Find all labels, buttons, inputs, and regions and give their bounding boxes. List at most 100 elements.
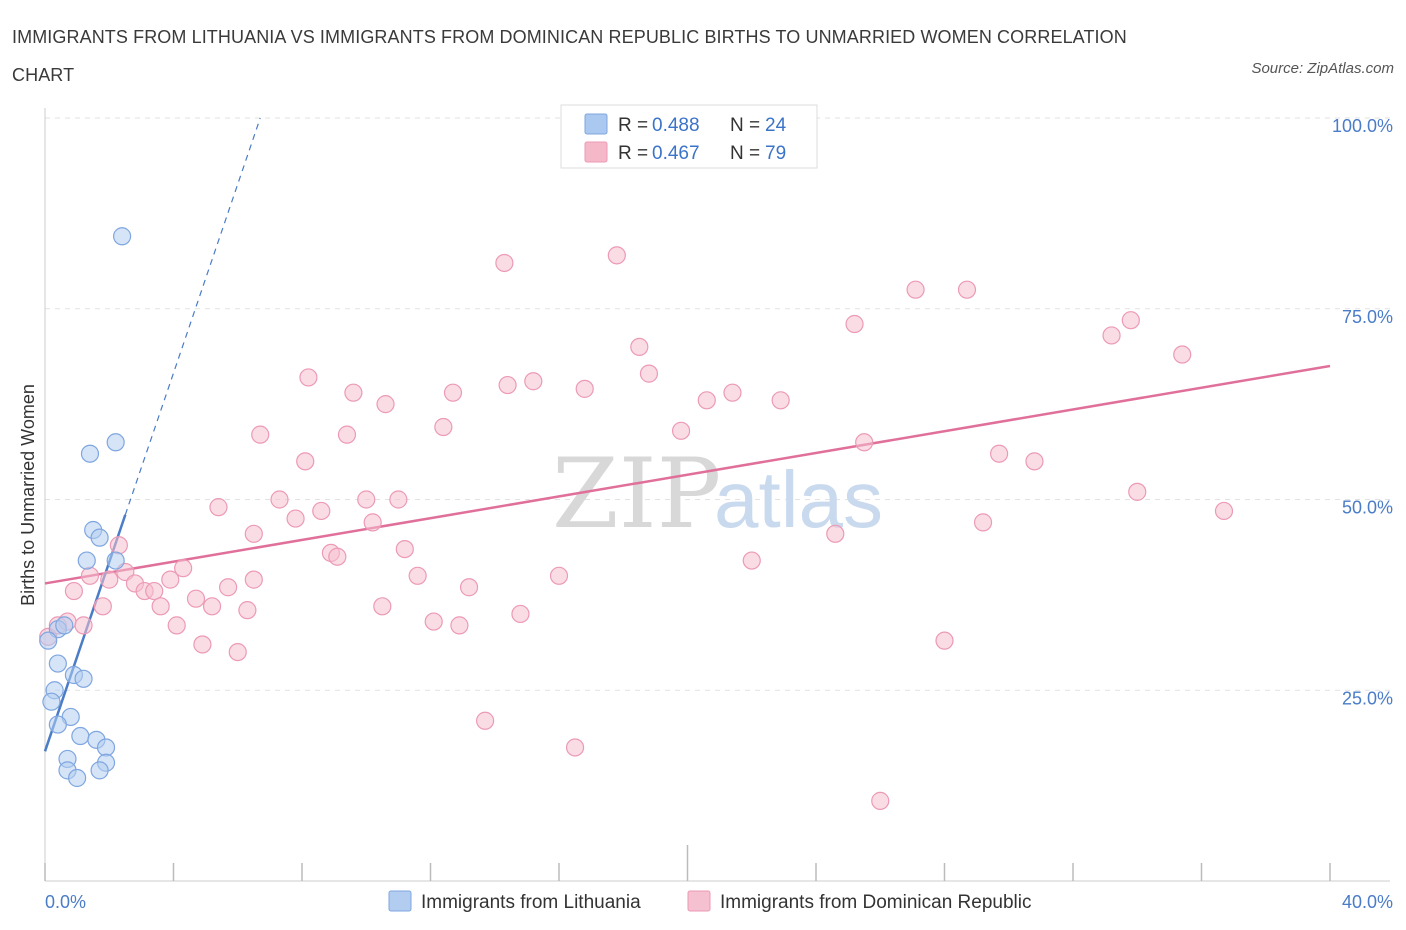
- legend-r-label-2: R =: [618, 143, 648, 164]
- dominican-point-78: [1214, 501, 1234, 521]
- lithuania-point-5: [77, 551, 96, 570]
- dominican-point-15: [167, 616, 186, 635]
- dominican-point-28: [286, 509, 305, 528]
- dominican-point-47: [459, 578, 479, 597]
- lithuania-point-1: [106, 433, 125, 452]
- legend-swatch-lithuania: [584, 113, 608, 135]
- y-tick-label-0: 25.0%: [1342, 688, 1393, 708]
- y-tick-labels: 25.0% 50.0% 75.0% 100.0%: [1332, 116, 1393, 708]
- lithuania-point-19: [96, 738, 116, 757]
- dominican-point-56: [607, 246, 626, 265]
- lithuania-point-23: [90, 761, 109, 780]
- dominican-point-48: [476, 711, 495, 730]
- dominican-point-59: [671, 421, 691, 440]
- legend-n-label-1: N =: [730, 115, 760, 136]
- dominican-point-50: [498, 375, 517, 395]
- dominican-point-49: [495, 253, 514, 273]
- dominican-point-24: [244, 570, 263, 589]
- dominican-point-74: [1102, 326, 1121, 345]
- bottom-legend-swatch-dominican: [687, 890, 711, 912]
- dominican-point-58: [639, 364, 659, 383]
- dominican-point-20: [209, 498, 228, 517]
- dominican-point-61: [723, 383, 742, 402]
- dominican-point-75: [1121, 311, 1140, 330]
- dominican-point-54: [565, 738, 585, 757]
- source-label: Source: ZipAtlas.com: [1251, 60, 1394, 77]
- dominican-point-14: [161, 570, 180, 589]
- chart-title: IMMIGRANTS FROM LITHUANIA VS IMMIGRANTS …: [12, 27, 1127, 85]
- dominican-point-69: [935, 631, 954, 650]
- lithuania-point-10: [48, 654, 67, 673]
- dominican-point-66: [855, 433, 874, 452]
- dominican-point-30: [299, 368, 318, 387]
- lithuania-point-8: [55, 616, 74, 635]
- dominican-point-22: [228, 642, 247, 662]
- lithuania-point-2: [80, 444, 100, 463]
- y-tick-label-3: 100.0%: [1332, 116, 1393, 136]
- dominican-point-72: [990, 444, 1009, 463]
- dominican-point-6: [93, 597, 112, 616]
- lithuania-point-14: [42, 692, 61, 711]
- y-tick-label-2: 75.0%: [1342, 307, 1393, 327]
- dominican-point-44: [434, 417, 453, 437]
- dominican-point-42: [408, 566, 427, 585]
- dominican-point-7: [100, 570, 119, 589]
- dominican-point-4: [74, 616, 93, 635]
- series-legend: Immigrants from Lithuania Immigrants fro…: [388, 890, 1032, 913]
- dominican-trendline: [44, 364, 1331, 585]
- x-tick-label-min: 0.0%: [45, 892, 86, 912]
- dominican-point-27: [270, 490, 289, 509]
- dominican-point-60: [697, 391, 716, 410]
- dominican-point-77: [1173, 345, 1192, 364]
- legend-n-value-2: 79: [765, 143, 786, 164]
- legend-swatch-dominican: [584, 141, 608, 163]
- legend-n-value-1: 24: [765, 115, 787, 136]
- dominican-point-62: [742, 551, 761, 570]
- bottom-legend-label-lithuania: Immigrants from Lithuania: [421, 892, 641, 913]
- bottom-legend-label-dominican: Immigrants from Dominican Republic: [720, 892, 1032, 913]
- dominican-point-18: [193, 635, 212, 654]
- lithuania-point-6: [106, 551, 125, 570]
- y-tick-label-1: 50.0%: [1342, 498, 1393, 518]
- dominican-point-25: [244, 524, 263, 543]
- legend-r-value-1: 0.488: [652, 115, 700, 136]
- dominican-point-63: [771, 391, 790, 410]
- dominican-point-31: [312, 501, 331, 521]
- dominican-point-13: [151, 597, 170, 616]
- dominican-point-17: [186, 589, 206, 608]
- watermark: ZIP atlas: [552, 438, 883, 550]
- lithuania-point-0: [112, 227, 132, 246]
- lithuania-point-4: [90, 528, 109, 547]
- dominican-point-29: [296, 452, 315, 471]
- data-points: [39, 227, 1234, 810]
- dominican-point-23: [238, 601, 257, 620]
- dominican-point-43: [424, 612, 443, 631]
- dominican-point-21: [219, 578, 238, 597]
- dominican-point-33: [328, 547, 347, 566]
- dominican-point-38: [373, 597, 392, 616]
- x-tick-label-max: 40.0%: [1342, 892, 1393, 912]
- dominican-point-67: [871, 791, 890, 810]
- legend-n-label-2: N =: [730, 143, 760, 164]
- lithuania-point-24: [68, 768, 87, 788]
- dominican-point-5: [80, 566, 100, 585]
- stats-legend: R = 0.488 N = 24 R = 0.467 N = 79: [560, 104, 818, 169]
- dominican-point-46: [450, 616, 469, 635]
- dominican-point-16: [174, 559, 193, 578]
- dominican-point-57: [630, 337, 649, 356]
- lithuania-point-12: [74, 669, 93, 688]
- dominican-point-34: [337, 425, 357, 444]
- lithuania-point-17: [71, 726, 90, 746]
- dominican-point-36: [357, 490, 376, 509]
- dominican-point-52: [524, 372, 543, 391]
- dominican-point-12: [145, 581, 164, 601]
- lithuania-point-9: [39, 631, 58, 650]
- dominican-point-8: [109, 536, 128, 555]
- dominican-point-39: [376, 395, 395, 414]
- bottom-legend-swatch-lithuania: [388, 890, 412, 912]
- dominican-point-71: [973, 513, 993, 532]
- dominican-point-19: [202, 597, 222, 616]
- lithuania-point-16: [48, 715, 67, 734]
- lithuania-trendline-extension: [124, 117, 261, 515]
